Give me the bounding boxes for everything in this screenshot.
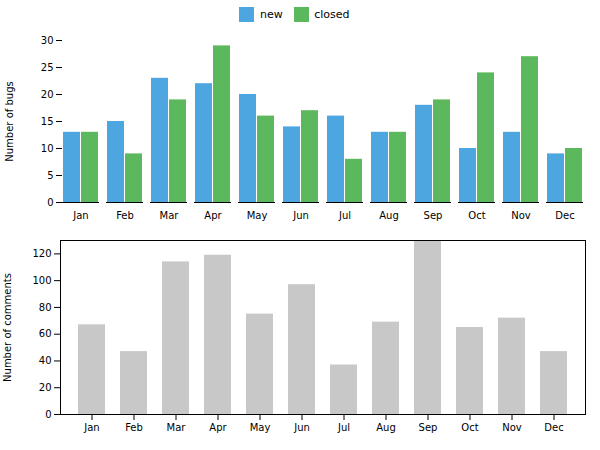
svg-text:Dec: Dec: [544, 422, 563, 433]
svg-text:Aug: Aug: [376, 422, 396, 433]
svg-text:100: 100: [32, 275, 51, 286]
svg-text:Jul: Jul: [338, 210, 351, 221]
svg-text:20: 20: [39, 382, 52, 393]
svg-text:Oct: Oct: [468, 210, 485, 221]
svg-text:Nov: Nov: [511, 210, 531, 221]
svg-text:Mar: Mar: [160, 210, 180, 221]
svg-text:60: 60: [39, 328, 52, 339]
svg-text:Sep: Sep: [424, 210, 443, 221]
svg-text:Jan: Jan: [72, 210, 88, 221]
svg-text:10: 10: [41, 143, 54, 154]
svg-text:Feb: Feb: [116, 210, 134, 221]
svg-text:80: 80: [39, 302, 52, 313]
svg-text:20: 20: [41, 89, 54, 100]
svg-text:May: May: [250, 422, 271, 433]
svg-text:15: 15: [41, 116, 54, 127]
svg-text:Jul: Jul: [337, 422, 350, 433]
html-text:new: new: [260, 7, 283, 21]
svg-text:Sep: Sep: [419, 422, 438, 433]
svg-text:30: 30: [41, 35, 54, 46]
svg-text:25: 25: [41, 62, 54, 73]
svg-text:Dec: Dec: [555, 210, 574, 221]
svg-text:Number of comments: Number of comments: [2, 273, 13, 382]
svg-text:Jan: Jan: [83, 422, 99, 433]
svg-text:Feb: Feb: [125, 422, 143, 433]
svg-text:Jun: Jun: [293, 422, 310, 433]
svg-text:Mar: Mar: [167, 422, 187, 433]
svg-text:Nov: Nov: [502, 422, 522, 433]
svg-text:Apr: Apr: [204, 210, 222, 221]
svg-text:0: 0: [47, 197, 53, 208]
svg-text:0: 0: [45, 409, 51, 420]
svg-text:Aug: Aug: [379, 210, 399, 221]
svg-text:120: 120: [32, 248, 51, 259]
svg-text:40: 40: [39, 355, 52, 366]
svg-text:Oct: Oct: [461, 422, 478, 433]
svg-text:Apr: Apr: [209, 422, 227, 433]
html-text:closed: closed: [314, 7, 350, 21]
svg-text:May: May: [247, 210, 268, 221]
svg-text:5: 5: [47, 170, 53, 181]
svg-text:Number of bugs: Number of bugs: [4, 81, 15, 161]
svg-text:Jun: Jun: [292, 210, 309, 221]
